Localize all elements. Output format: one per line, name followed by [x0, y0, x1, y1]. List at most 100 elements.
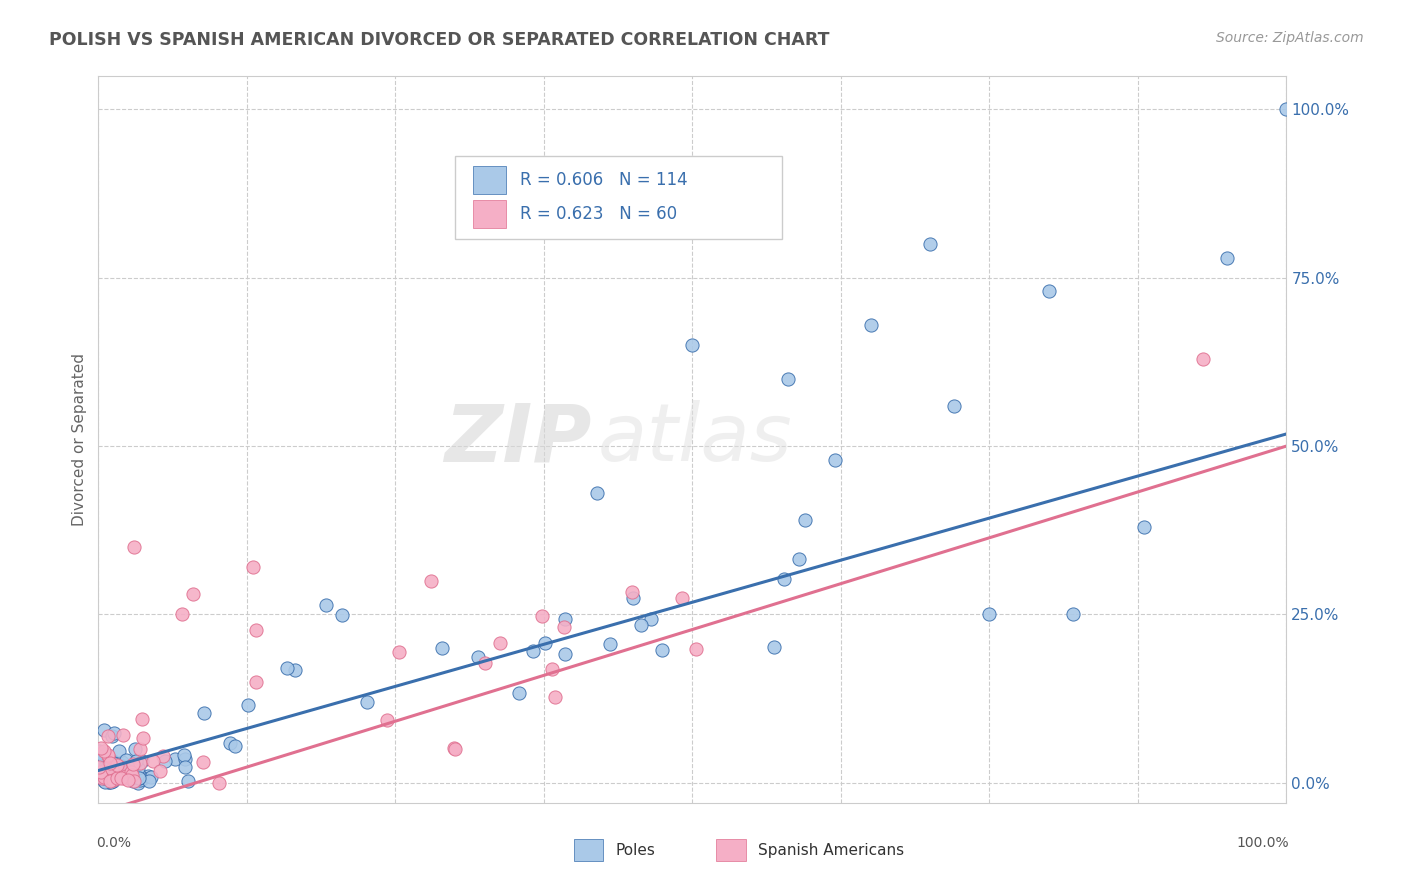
Point [128, 768, 150, 782]
Point [93, 770, 115, 784]
Point [789, 552, 811, 566]
Point [97, 772, 120, 786]
Point [98, 774, 121, 789]
Point [122, 757, 145, 772]
Point [1062, 607, 1084, 622]
Point [942, 399, 965, 413]
Point [533, 636, 555, 650]
Point [115, 764, 138, 779]
Point [115, 769, 138, 783]
Point [91, 748, 114, 763]
Point [315, 598, 337, 612]
Point [586, 486, 609, 500]
Text: 0.0%: 0.0% [96, 836, 131, 849]
Point [101, 759, 124, 773]
Point [127, 775, 149, 789]
Point [681, 338, 703, 352]
Point [101, 773, 124, 788]
Point [94, 747, 117, 761]
Point [630, 618, 652, 632]
Point [488, 636, 510, 650]
Text: Poles: Poles [616, 843, 655, 857]
Text: ZIP: ZIP [444, 401, 592, 478]
Point [100, 771, 122, 785]
Point [651, 643, 673, 657]
Point [276, 660, 298, 674]
FancyBboxPatch shape [472, 166, 506, 194]
Point [245, 675, 267, 690]
Point [620, 585, 643, 599]
Point [541, 662, 564, 676]
Point [103, 754, 125, 768]
Point [124, 742, 146, 756]
Point [238, 698, 260, 712]
Point [131, 772, 153, 787]
Point [111, 756, 134, 770]
Point [193, 706, 215, 721]
Point [115, 753, 138, 767]
Point [671, 591, 693, 606]
Point [356, 695, 378, 709]
Point [1038, 284, 1060, 298]
Point [124, 766, 146, 780]
Point [97, 747, 120, 762]
Point [330, 608, 353, 623]
Point [430, 640, 453, 655]
Point [112, 764, 135, 779]
Point [101, 769, 124, 783]
Point [776, 372, 799, 386]
Point [183, 587, 205, 601]
Point [544, 690, 567, 704]
Point [100, 762, 122, 776]
Point [97, 729, 120, 743]
Text: 100.0%: 100.0% [1236, 836, 1289, 849]
Point [97, 758, 120, 772]
Point [245, 624, 267, 638]
Point [108, 760, 131, 774]
Point [131, 754, 153, 768]
Point [105, 768, 128, 782]
Point [90, 740, 112, 755]
Point [89, 769, 111, 783]
Point [91, 764, 114, 779]
Point [554, 612, 576, 626]
Point [90, 765, 112, 780]
Point [763, 640, 786, 654]
Point [153, 754, 176, 768]
Point [122, 540, 145, 554]
Point [149, 764, 172, 778]
Point [90, 752, 112, 766]
Point [97, 768, 120, 782]
Point [93, 772, 115, 786]
Point [139, 770, 162, 784]
Text: atlas: atlas [598, 401, 792, 478]
Point [621, 591, 644, 605]
Point [110, 771, 132, 785]
Point [474, 657, 496, 671]
Y-axis label: Divorced or Separated: Divorced or Separated [72, 353, 87, 525]
Point [100, 774, 122, 789]
Point [444, 742, 467, 756]
Point [93, 743, 115, 757]
Point [131, 713, 153, 727]
Point [115, 769, 138, 783]
Point [208, 775, 231, 789]
Point [522, 644, 544, 658]
Point [508, 686, 530, 700]
Point [1133, 520, 1156, 534]
Point [132, 731, 155, 745]
Point [96, 774, 118, 789]
Point [173, 747, 195, 762]
Point [920, 237, 942, 252]
Point [125, 769, 148, 783]
Point [772, 573, 794, 587]
Point [224, 739, 246, 754]
Point [375, 713, 398, 727]
Point [467, 649, 489, 664]
Point [685, 642, 707, 657]
Point [105, 757, 128, 772]
FancyBboxPatch shape [472, 200, 506, 227]
Point [100, 772, 122, 786]
Point [98, 775, 121, 789]
Point [191, 756, 214, 770]
